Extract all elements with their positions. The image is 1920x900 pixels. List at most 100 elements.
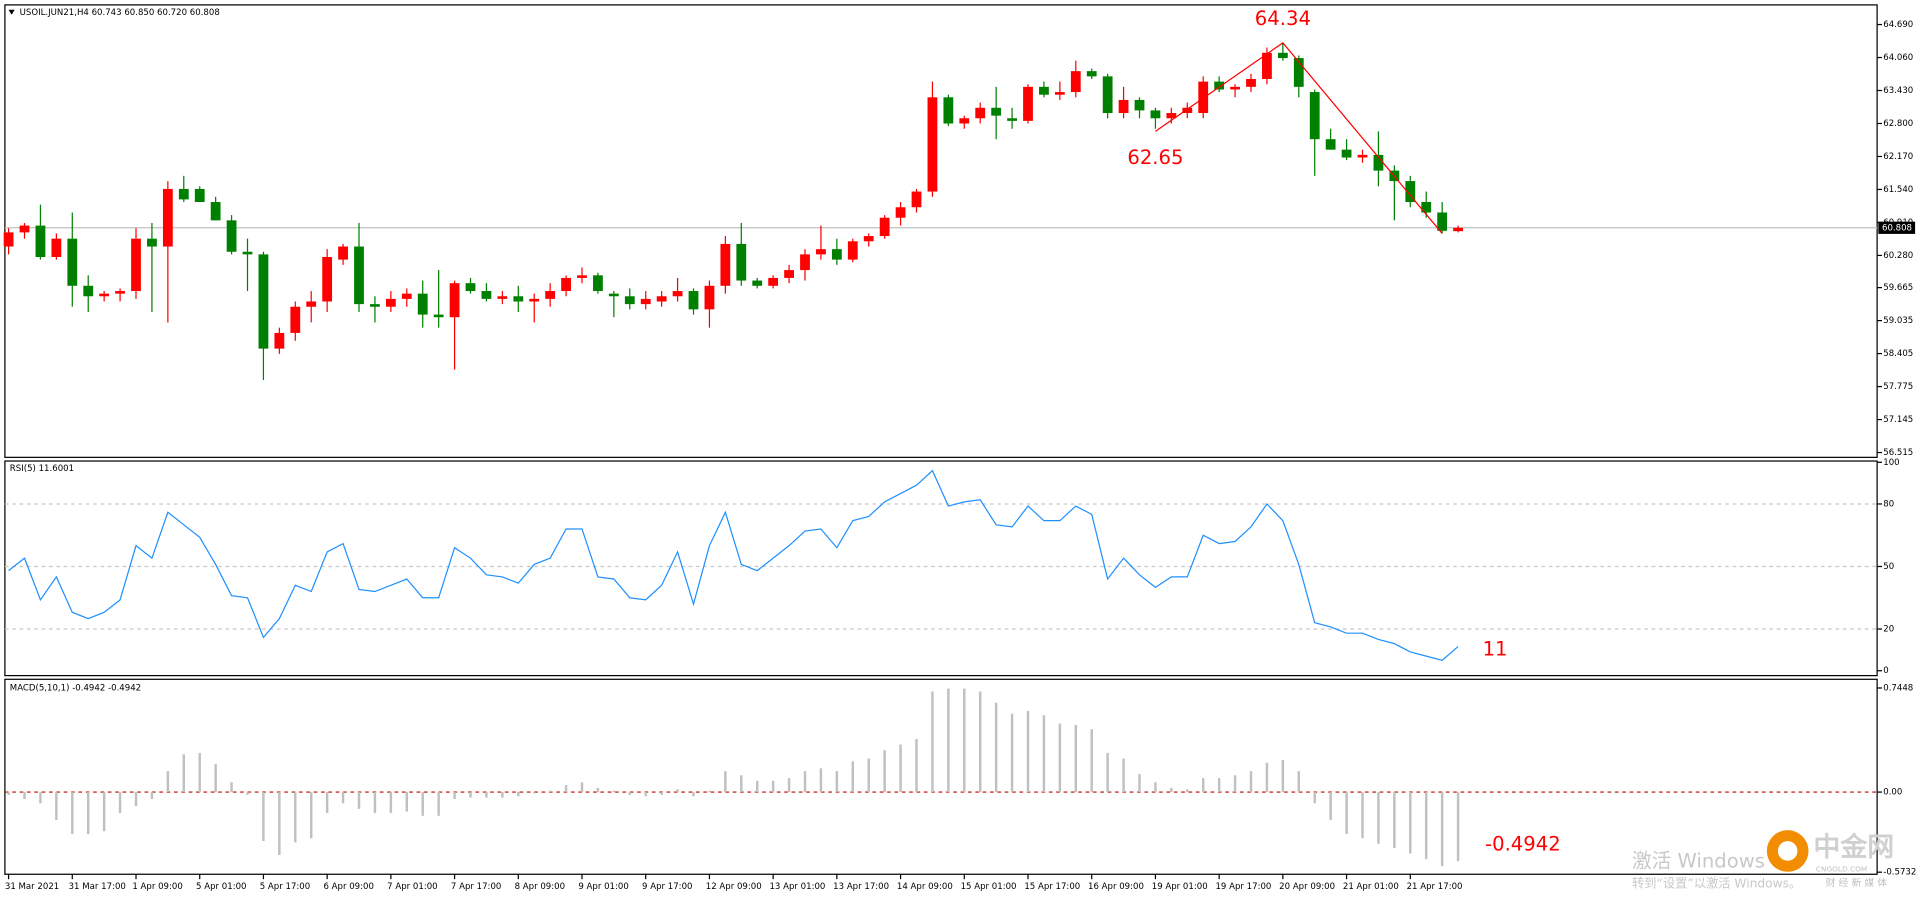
x-tick-label: 31 Mar 17:00	[69, 882, 126, 892]
x-tick-label: 5 Apr 17:00	[260, 882, 310, 892]
zigzag-low-label: 62.65	[1127, 146, 1183, 169]
candle-body	[1309, 92, 1320, 140]
candle-body	[831, 249, 842, 260]
candle-body	[1054, 92, 1065, 95]
x-tick-label: 8 Apr 09:00	[515, 882, 565, 892]
x-tick-label: 13 Apr 17:00	[833, 882, 889, 892]
y-tick-label: 57.145	[1883, 415, 1913, 425]
y-tick-label: 59.665	[1883, 283, 1913, 293]
candle-body	[497, 296, 508, 299]
y-tick-label: 80	[1883, 499, 1894, 509]
rsi-annotation: 11	[1483, 637, 1508, 660]
candle-body	[1437, 212, 1448, 231]
candle-body	[784, 270, 794, 278]
x-tick-label: 12 Apr 09:00	[706, 882, 762, 892]
candle-body	[1341, 149, 1352, 158]
candle-body	[847, 241, 858, 260]
rsi-pane	[4, 460, 1878, 677]
candle-body	[3, 232, 14, 247]
candle-body	[51, 238, 62, 257]
x-tick-label: 15 Apr 01:00	[961, 882, 1017, 892]
candle-body	[354, 246, 364, 305]
candle-body	[1453, 227, 1463, 232]
y-tick-label: 0.7448	[1883, 683, 1913, 693]
menu-arrow[interactable]	[8, 9, 15, 15]
candle-body	[370, 304, 380, 307]
x-tick-label: 20 Apr 09:00	[1279, 882, 1335, 892]
candle-body	[1118, 99, 1129, 114]
logo-tagline: 财 经 新 媒 体	[1826, 876, 1888, 889]
candle-body	[656, 296, 667, 302]
candle-body	[593, 275, 603, 292]
candle-body	[1086, 71, 1097, 77]
candle-body	[529, 298, 540, 302]
x-tick-label: 6 Apr 09:00	[323, 882, 373, 892]
candle-body	[1246, 78, 1256, 87]
y-tick-label: 58.405	[1883, 349, 1913, 359]
candle-body	[688, 291, 699, 310]
x-tick-label: 16 Apr 09:00	[1088, 882, 1144, 892]
logo-site: CNGOLD.COM	[1816, 864, 1867, 873]
y-tick-label: 50	[1883, 562, 1894, 572]
y-tick-label: 56.515	[1883, 448, 1913, 458]
candle-body	[258, 254, 269, 349]
candle-body	[162, 188, 173, 247]
chart-header: USOIL.JUN21,H4 60.743 60.850 60.720 60.8…	[20, 8, 220, 18]
y-tick-label: 64.060	[1883, 53, 1913, 63]
x-tick-label: 14 Apr 09:00	[897, 882, 953, 892]
candle-body	[1007, 118, 1017, 121]
y-tick-label: 20	[1883, 625, 1894, 635]
macd-annotation: -0.4942	[1485, 832, 1561, 855]
x-tick-label: 9 Apr 17:00	[642, 882, 692, 892]
candle-body	[1421, 202, 1432, 213]
candle-body	[481, 291, 492, 299]
x-tick-label: 21 Apr 01:00	[1343, 882, 1399, 892]
candle-body	[927, 97, 938, 192]
candle-body	[752, 280, 763, 286]
price-label: 60.808	[1882, 223, 1912, 233]
y-tick-label: 63.430	[1883, 86, 1913, 96]
macd-title: MACD(5,10,1) -0.4942 -0.4942	[10, 683, 141, 693]
candle-body	[67, 238, 78, 286]
candle-body	[338, 246, 348, 260]
candle-body	[800, 254, 810, 271]
y-tick-label: 62.170	[1883, 152, 1913, 162]
candle-body	[401, 293, 412, 299]
candle-body	[672, 291, 683, 297]
candle-body	[1357, 154, 1368, 158]
candle-body	[704, 285, 715, 310]
candle-body	[863, 236, 874, 242]
x-tick-label: 19 Apr 17:00	[1215, 882, 1271, 892]
candle-body	[1277, 52, 1288, 59]
candle-body	[608, 293, 619, 297]
candle-body	[895, 207, 906, 218]
x-tick-label: 13 Apr 01:00	[769, 882, 825, 892]
y-tick-label: 0.00	[1883, 788, 1902, 798]
x-tick-label: 7 Apr 17:00	[451, 882, 501, 892]
candle-body	[911, 191, 922, 208]
price-label-box	[1878, 221, 1916, 234]
candle-body	[1070, 71, 1081, 93]
candle-body	[194, 188, 205, 203]
candle-body	[1214, 81, 1225, 90]
candle-body	[561, 277, 571, 292]
candle-body	[720, 243, 731, 286]
candle-body	[226, 220, 237, 252]
y-tick-label: -0.5732	[1883, 868, 1916, 878]
candle-body	[147, 238, 157, 247]
candle-body	[1102, 76, 1113, 114]
x-tick-label: 7 Apr 01:00	[387, 882, 437, 892]
candle-body	[99, 293, 110, 297]
candle-body	[1166, 113, 1177, 119]
candle-body	[115, 291, 125, 294]
candle-body	[322, 256, 333, 302]
x-tick-label: 31 Mar 2021	[5, 882, 59, 892]
candle-body	[306, 301, 317, 307]
candle-body	[736, 243, 747, 281]
candle-body	[19, 225, 30, 233]
y-tick-label: 61.540	[1883, 185, 1913, 195]
y-tick-label: 59.035	[1883, 316, 1913, 326]
zigzag-high-label: 64.34	[1255, 7, 1311, 30]
candle-body	[1198, 81, 1209, 114]
